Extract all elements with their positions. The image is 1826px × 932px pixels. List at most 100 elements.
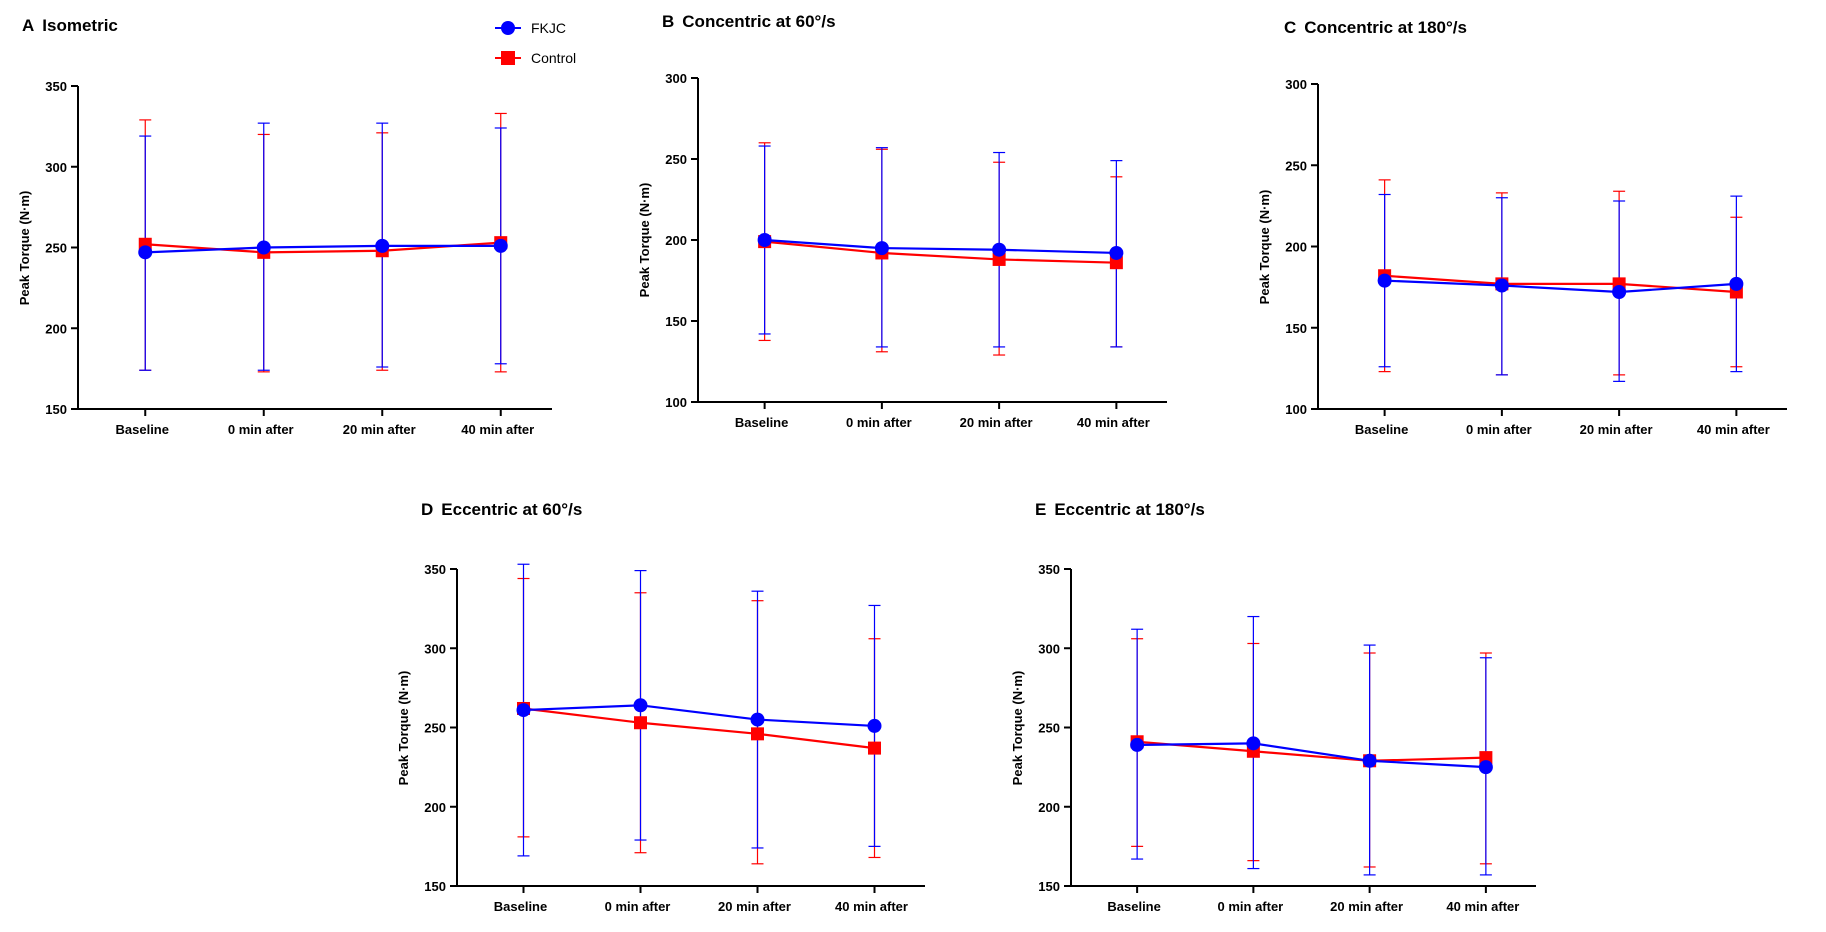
panel-a-y-tick-label: 250 — [45, 241, 67, 256]
panel-c-fkjc-point — [1729, 276, 1744, 291]
panel-a-letter: A — [22, 16, 34, 35]
panel-d-control-point — [868, 741, 881, 755]
panel-e-control-line — [1137, 740, 1486, 762]
panel-a-fkjc-point — [138, 245, 153, 260]
panel-e-y-tick-label: 150 — [1038, 879, 1060, 894]
panel-a-y-tick-label: 200 — [45, 321, 67, 336]
panel-d-y-tick-label: 250 — [424, 721, 446, 736]
panel-e-letter: E — [1035, 500, 1046, 519]
panel-c-title-text: Concentric at 180°/s — [1304, 18, 1467, 37]
panel-a-y-tick-label: 350 — [45, 79, 67, 94]
panel-b-y-tick-label: 200 — [665, 233, 687, 248]
panel-c-fkjc-point — [1612, 285, 1627, 299]
panel-e-y-label: Peak Torque (N·m) — [1010, 671, 1025, 786]
panel-c-y-tick-label: 250 — [1285, 158, 1307, 173]
panel-e-fkjc-line — [1137, 742, 1486, 769]
panel-d-title-text: Eccentric at 60°/s — [441, 500, 582, 519]
panel-b-y-tick-label: 250 — [665, 152, 687, 167]
panel-b-x-tick-label: 40 min after — [1077, 415, 1150, 430]
panel-d-y-label: Peak Torque (N·m) — [396, 671, 411, 786]
panel-a-title-text: Isometric — [42, 16, 118, 35]
panel-b-y-label: Peak Torque (N·m) — [637, 183, 652, 298]
legend-control-label: Control — [531, 50, 576, 66]
panel-a-y-tick-label: 150 — [45, 402, 67, 417]
panel-a-y-tick-label: 300 — [45, 160, 67, 175]
panel-e-x-tick-label: 40 min after — [1446, 899, 1519, 914]
panel-e-x-tick-label: 0 min after — [1218, 899, 1284, 914]
panel-e-x-tick-label: Baseline — [1107, 899, 1160, 914]
panel-b-fkjc-point — [757, 233, 772, 247]
panel-c-x-tick-label: Baseline — [1355, 422, 1408, 437]
panel-c-letter: C — [1284, 18, 1296, 37]
panel-c-x-tick-label: 40 min after — [1697, 422, 1770, 437]
panel-e-title-text: Eccentric at 180°/s — [1054, 500, 1204, 519]
legend-control-marker — [501, 51, 515, 65]
panel-d-control-point — [751, 727, 764, 741]
panel-e-y-tick-label: 350 — [1038, 562, 1060, 577]
panel-d-fkjc-line — [523, 704, 875, 728]
panel-b-y-tick-label: 300 — [665, 71, 687, 86]
panel-e-y-tick-label: 250 — [1038, 721, 1060, 736]
panel-c-fkjc-point — [1494, 278, 1509, 293]
panel-b-control-line — [764, 240, 1117, 264]
panel-b: B Concentric at 60°/s 100 150 200 250 300 Basel… — [637, 12, 1167, 430]
panel-e-title: E Eccentric at 180°/s — [1035, 500, 1205, 519]
panel-e-fkjc-point — [1246, 736, 1261, 751]
panel-b-control-point — [992, 252, 1006, 266]
panel-d-x-tick-label: 0 min after — [605, 899, 671, 914]
panel-d-control-line — [523, 707, 875, 750]
panel-e-y-tick-label: 200 — [1038, 800, 1060, 815]
panel-a-x-tick-label: 20 min after — [343, 422, 416, 437]
panel-c-y-label: Peak Torque (N·m) — [1257, 190, 1272, 305]
panel-c-x-tick-label: 20 min after — [1580, 422, 1653, 437]
panel-a-x-tick-label: 0 min after — [228, 422, 294, 437]
panel-b-x-tick-label: 0 min after — [846, 415, 912, 430]
panel-d-fkjc-point — [633, 698, 648, 713]
panel-e-x-tick-label: 20 min after — [1330, 899, 1403, 914]
panel-c-title: C Concentric at 180°/s — [1284, 18, 1467, 37]
panel-d-y-tick-label: 350 — [424, 562, 446, 577]
panel-c-y-tick-label: 200 — [1285, 240, 1307, 255]
panel-c-x-tick-label: 0 min after — [1466, 422, 1532, 437]
panel-b-y-tick-label: 150 — [665, 314, 687, 329]
panel-b-letter: B — [662, 12, 674, 31]
legend-fkjc-label: FKJC — [531, 20, 566, 36]
panel-d-y-tick-label: 150 — [424, 879, 446, 894]
panel-b-fkjc-line — [764, 238, 1117, 255]
panel-d-y-tick-label: 300 — [424, 641, 446, 656]
panel-c-fkjc-line — [1384, 279, 1737, 294]
panel-a-x-tick-label: Baseline — [116, 422, 169, 437]
panel-e-fkjc-point — [1130, 737, 1145, 752]
panel-d-y-tick-label: 200 — [424, 800, 446, 815]
panel-b-x-tick-label: Baseline — [735, 415, 788, 430]
legend: FKJC Control — [495, 20, 576, 66]
panel-b-title: B Concentric at 60°/s — [662, 12, 836, 31]
panel-a-fkjc-point — [375, 238, 390, 253]
panel-d-fkjc-point — [750, 712, 765, 727]
panel-b-control-point — [1109, 256, 1123, 270]
panel-d-letter: D — [421, 500, 433, 519]
panel-a-y-label: Peak Torque (N·m) — [17, 191, 32, 306]
panel-d-fkjc-point — [867, 718, 882, 733]
panel-a-fkjc-line — [145, 244, 501, 254]
panel-a-fkjc-point — [493, 238, 508, 253]
panel-d-title: D Eccentric at 60°/s — [421, 500, 582, 519]
panel-e: E Eccentric at 180°/s 150 200 250 300 350 Basel… — [1010, 500, 1536, 914]
panel-d-x-tick-label: 20 min after — [718, 899, 791, 914]
panel-c-y-tick-label: 100 — [1285, 402, 1307, 417]
panel-a: A Isometric 150 200 250 300 350 Baseline 0 min a… — [17, 16, 552, 437]
panel-b-title-text: Concentric at 60°/s — [682, 12, 835, 31]
legend-fkjc-marker — [501, 21, 515, 35]
panel-e-control-point — [1479, 751, 1493, 765]
panel-b-fkjc-point — [1109, 245, 1124, 260]
panel-b-y-tick-label: 100 — [665, 395, 687, 410]
panel-a-x-tick-label: 40 min after — [461, 422, 534, 437]
panel-b-x-tick-label: 20 min after — [960, 415, 1033, 430]
panel-a-fkjc-point — [256, 240, 271, 255]
panel-e-fkjc-point — [1478, 760, 1493, 775]
panel-b-fkjc-point — [992, 242, 1007, 257]
panel-d-x-tick-label: 40 min after — [835, 899, 908, 914]
panel-d: D Eccentric at 60°/s 150 200 250 300 350 Baseli… — [396, 500, 925, 914]
